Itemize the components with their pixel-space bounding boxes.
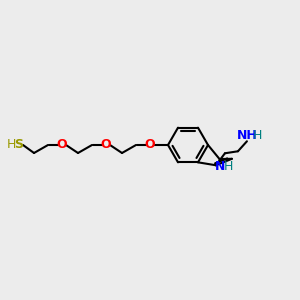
Text: N: N [215,160,226,172]
Text: NH: NH [236,129,257,142]
Text: H: H [224,160,233,172]
Text: H: H [253,129,262,142]
Text: S: S [14,139,23,152]
Text: H: H [6,137,16,151]
Text: O: O [57,139,67,152]
Text: O: O [145,139,155,152]
Text: O: O [101,139,111,152]
